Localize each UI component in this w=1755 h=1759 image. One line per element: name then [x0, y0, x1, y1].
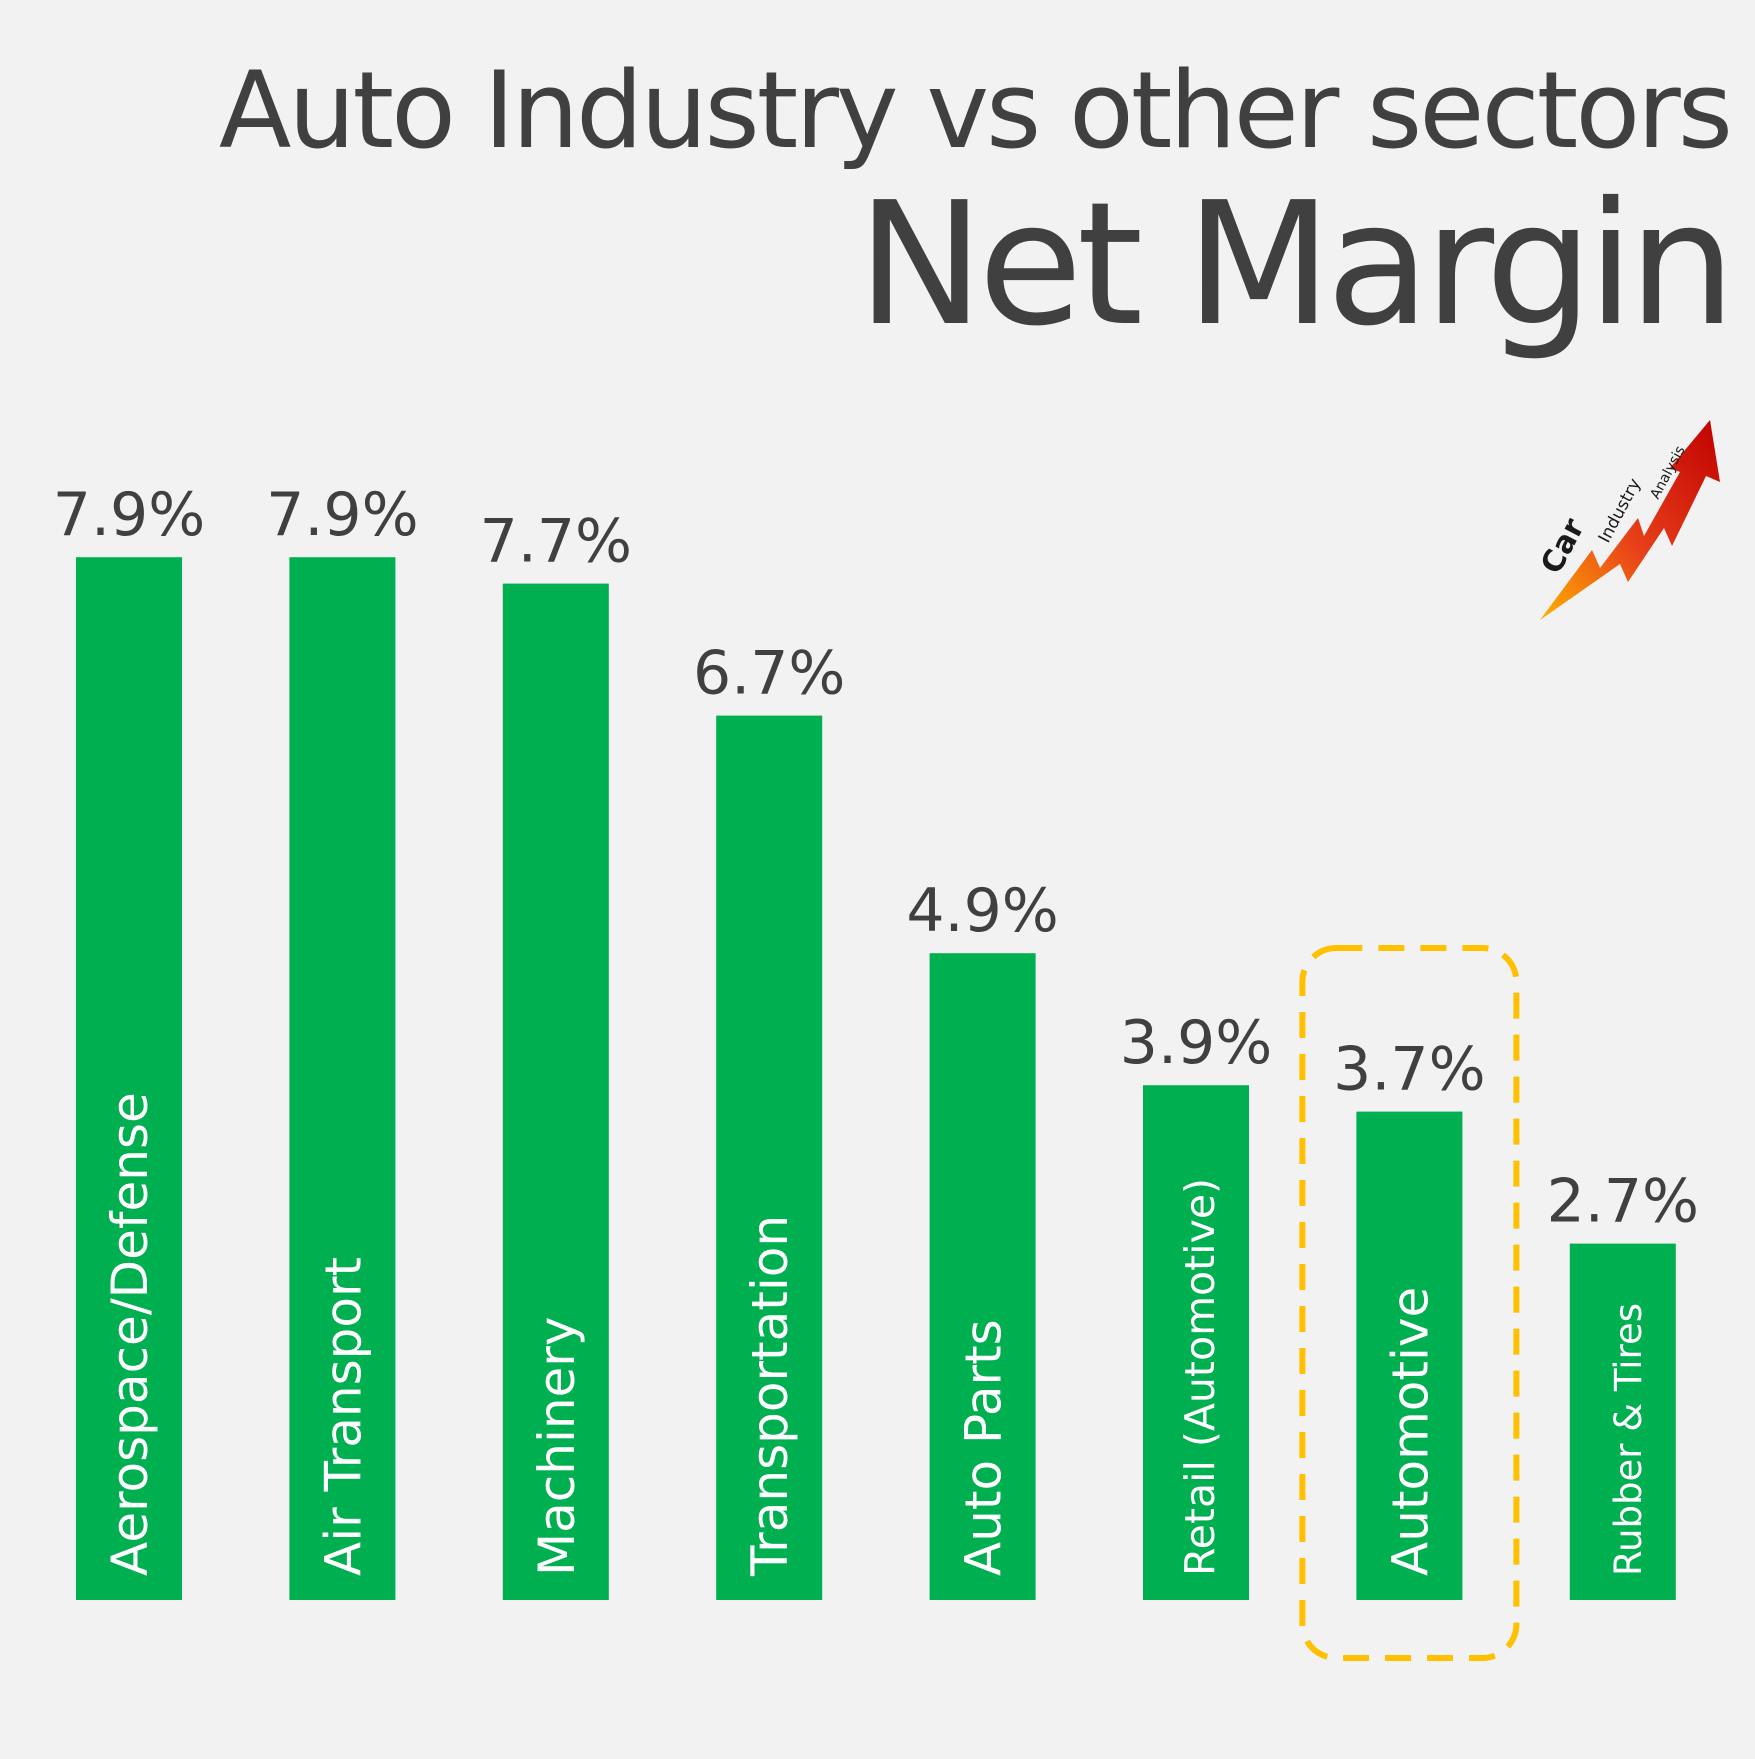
bar-auto-parts	[929, 953, 1036, 1600]
value-label-aerospace-defense: 7.9%	[53, 480, 205, 550]
car-industry-analysis-logo: Car Industry Analysis	[1534, 420, 1720, 620]
category-label-automotive: Automotive	[1381, 1287, 1439, 1576]
bar-rubber-tires	[1569, 1243, 1676, 1600]
bar-automotive	[1356, 1111, 1463, 1600]
bar-aerospace-defense	[76, 557, 182, 1601]
category-label-machinery: Machinery	[528, 1317, 586, 1576]
highlight-box	[1299, 945, 1520, 1661]
value-label-rubber-tires: 2.7%	[1547, 1167, 1699, 1237]
bar-retail-automotive	[1143, 1085, 1249, 1600]
chart-subtitle: Net Margin	[856, 166, 1736, 364]
category-label-aerospace-defense: Aerospace/Defense	[101, 1092, 159, 1576]
category-label-transportation: Transportation	[741, 1215, 799, 1577]
bar-transportation	[716, 715, 823, 1600]
value-label-machinery: 7.7%	[480, 507, 632, 577]
bar-machinery	[502, 583, 609, 1600]
category-label-rubber-tires: Rubber & Tires	[1607, 1303, 1650, 1576]
category-label-auto-parts: Auto Parts	[955, 1319, 1013, 1576]
value-label-retail-automotive: 3.9%	[1120, 1008, 1272, 1078]
chart-title: Auto Industry vs other sectors	[218, 49, 1733, 172]
value-label-auto-parts: 4.9%	[906, 876, 1058, 946]
category-label-retail-automotive: Retail (Automotive)	[1176, 1178, 1224, 1576]
trend-arrow-icon	[1540, 420, 1720, 620]
value-label-air-transport: 7.9%	[266, 480, 418, 550]
value-label-automotive: 3.7%	[1333, 1035, 1485, 1105]
category-label-air-transport: Air Transport	[314, 1257, 372, 1576]
bar-air-transport	[289, 557, 396, 1601]
value-label-transportation: 6.7%	[693, 639, 845, 709]
